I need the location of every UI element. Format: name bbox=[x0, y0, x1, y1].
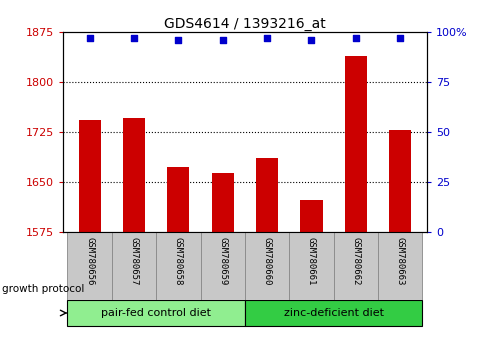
Bar bbox=[300, 200, 322, 232]
Point bbox=[263, 35, 271, 41]
Text: GSM780659: GSM780659 bbox=[218, 237, 227, 285]
Bar bbox=[377, 232, 422, 300]
Point bbox=[86, 35, 93, 41]
Bar bbox=[211, 173, 233, 232]
Text: GSM780656: GSM780656 bbox=[85, 237, 94, 285]
Bar bbox=[344, 57, 366, 232]
Point bbox=[351, 35, 359, 41]
Text: growth protocol: growth protocol bbox=[2, 284, 85, 293]
Point bbox=[307, 37, 315, 43]
Text: zinc-deficient diet: zinc-deficient diet bbox=[283, 308, 383, 318]
Bar bbox=[67, 232, 112, 300]
Bar bbox=[333, 232, 377, 300]
Bar bbox=[156, 232, 200, 300]
Point bbox=[218, 37, 226, 43]
Text: GSM780657: GSM780657 bbox=[129, 237, 138, 285]
Bar bbox=[200, 232, 244, 300]
Bar bbox=[288, 232, 333, 300]
Bar bbox=[78, 120, 101, 232]
Text: GSM780658: GSM780658 bbox=[174, 237, 182, 285]
Bar bbox=[112, 232, 156, 300]
Bar bbox=[244, 300, 422, 326]
Bar bbox=[244, 232, 288, 300]
Bar bbox=[122, 118, 145, 232]
Point bbox=[130, 35, 137, 41]
Bar bbox=[256, 158, 278, 232]
Bar bbox=[167, 167, 189, 232]
Point bbox=[174, 37, 182, 43]
Bar bbox=[388, 130, 410, 232]
Bar bbox=[67, 300, 244, 326]
Title: GDS4614 / 1393216_at: GDS4614 / 1393216_at bbox=[164, 17, 325, 31]
Text: GSM780662: GSM780662 bbox=[350, 237, 360, 285]
Text: GSM780661: GSM780661 bbox=[306, 237, 315, 285]
Point bbox=[395, 35, 403, 41]
Text: GSM780663: GSM780663 bbox=[395, 237, 404, 285]
Text: GSM780660: GSM780660 bbox=[262, 237, 271, 285]
Text: pair-fed control diet: pair-fed control diet bbox=[101, 308, 211, 318]
